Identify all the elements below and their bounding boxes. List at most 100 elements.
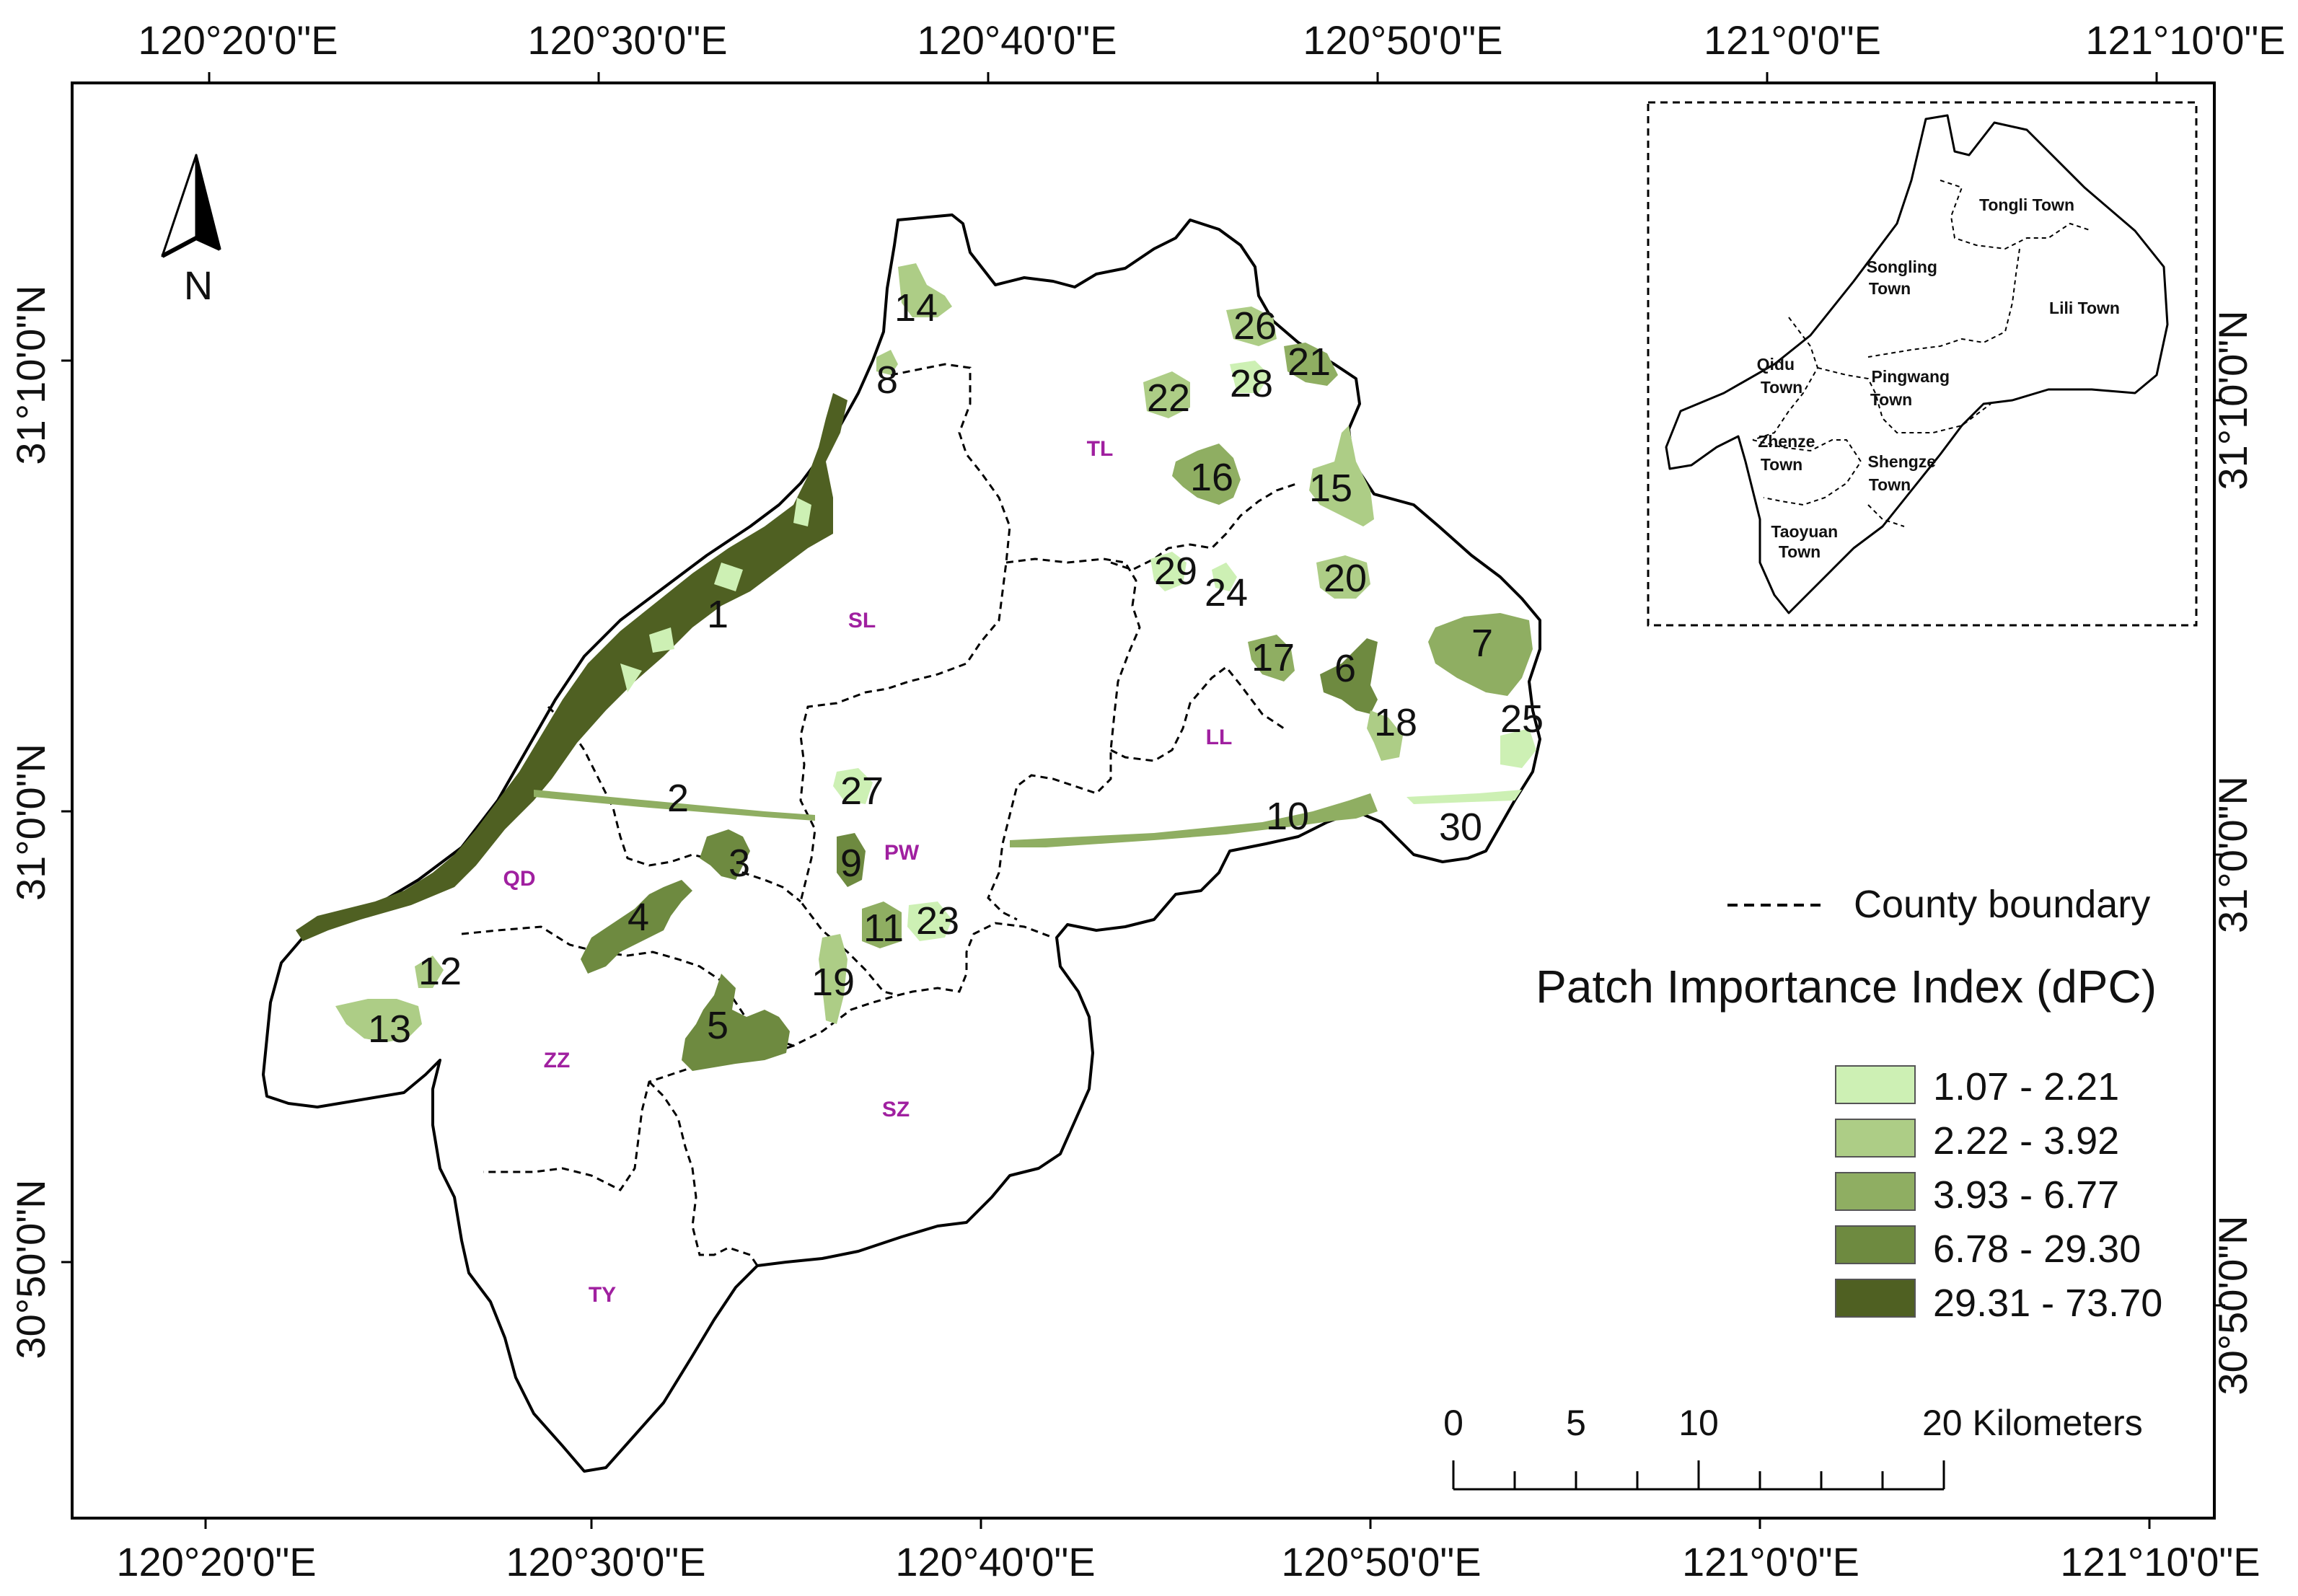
patch-number: 19 [811, 961, 855, 1004]
patch-3 [700, 829, 750, 880]
town-abbr-sl: SL [848, 609, 876, 632]
legend-label-class4: 6.78 - 29.30 [1933, 1227, 2141, 1271]
patch-8 [876, 350, 898, 375]
right-tick-label: 31°10'0"N [2210, 310, 2255, 490]
inset-town-pingwang-line1: Pingwang [1871, 367, 1950, 386]
patch-number: 16 [1190, 456, 1233, 499]
patch-23 [907, 901, 952, 941]
patch-number: 20 [1324, 557, 1367, 600]
patch-number: 2 [667, 777, 689, 820]
inset-town-zhenze: Zhenze Town [1758, 432, 1820, 474]
patch-number: 29 [1154, 550, 1197, 593]
bottom-tick-label: 120°50'0"E [1281, 1539, 1481, 1584]
patch-17 [1248, 635, 1295, 682]
left-tick-label: 31°10'0"N [8, 285, 53, 464]
patch-number: 12 [418, 950, 462, 993]
bottom-tick-label: 121°0'0"E [1682, 1539, 1859, 1584]
patch-number: 15 [1309, 467, 1352, 510]
patch-number: 24 [1205, 571, 1248, 614]
patch-number: 18 [1374, 701, 1417, 744]
scale-label-10: 10 [1678, 1403, 1719, 1443]
left-tick-label: 30°50'0"N [8, 1179, 53, 1359]
town-abbr-pw: PW [884, 841, 920, 865]
patch-number: 21 [1287, 340, 1331, 384]
patch-21 [1284, 343, 1338, 386]
scale-bar: 0 5 10 20 Kilometers [1443, 1403, 2143, 1491]
patch-16 [1172, 444, 1241, 505]
legend-label-class2: 2.22 - 3.92 [1933, 1119, 2119, 1163]
inset-town-qidu-line2: Town [1761, 378, 1802, 397]
patch-number: 7 [1471, 622, 1493, 665]
patch-number: 27 [840, 770, 884, 813]
left-latitude-ticks: 31°10'0"N 31°0'0"N 30°50'0"N [8, 285, 72, 1359]
legend-swatch-class4 [1835, 1225, 1916, 1264]
legend-swatch-class1 [1835, 1065, 1916, 1104]
patch-number: 26 [1233, 304, 1277, 348]
patch-number: 11 [863, 907, 904, 950]
patch-9 [837, 833, 866, 887]
legend: County boundary Patch Importance Index (… [1536, 883, 2162, 1325]
patch-number: 9 [840, 842, 862, 885]
patch-number: 3 [728, 842, 750, 885]
north-label: N [184, 263, 213, 308]
town-abbreviations: TL SL LL PW QD ZZ SZ TY [503, 437, 1233, 1307]
inset-town-taoyuan: Taoyuan Town [1771, 522, 1842, 561]
town-abbr-ll: LL [1206, 726, 1233, 749]
inset-map: Tongli Town Songling Town Lili Town Qidu… [1647, 101, 2198, 627]
patch-10 [1010, 793, 1378, 847]
legend-label-class5: 29.31 - 73.70 [1933, 1282, 2162, 1325]
town-abbr-sz: SZ [882, 1098, 910, 1121]
town-abbr-qd: QD [503, 867, 536, 891]
bottom-longitude-ticks: 120°20'0"E 120°30'0"E 120°40'0"E 120°50'… [116, 1518, 2260, 1584]
right-tick-label: 30°50'0"N [2210, 1215, 2255, 1395]
right-tick-label: 31°0'0"N [2210, 776, 2255, 933]
top-tick-label: 120°40'0"E [917, 17, 1117, 63]
top-longitude-ticks: 120°20'0"E 120°30'0"E 120°40'0"E 120°50'… [138, 17, 2286, 83]
patch-28 [1230, 361, 1269, 393]
inset-town-pingwang-line2: Town [1870, 390, 1912, 409]
top-tick-label: 121°0'0"E [1704, 17, 1881, 63]
bottom-tick-label: 121°10'0"E [2060, 1539, 2260, 1584]
patch-number: 5 [707, 1004, 728, 1047]
top-tick-label: 120°30'0"E [527, 17, 727, 63]
patch-number: 13 [368, 1008, 411, 1051]
patch-27 [833, 768, 873, 804]
county-boundary-label: County boundary [1854, 883, 2150, 926]
town-abbr-zz: ZZ [544, 1049, 571, 1072]
patch-30 [1406, 790, 1522, 804]
patch-25 [1500, 728, 1536, 768]
town-abbr-tl: TL [1087, 437, 1114, 461]
bottom-tick-label: 120°20'0"E [116, 1539, 316, 1584]
patch-13 [335, 999, 422, 1042]
town-boundaries [461, 363, 1299, 1266]
patch-29 [1150, 552, 1187, 591]
scale-label-20-km: 20 Kilometers [1922, 1403, 2143, 1443]
patch-11 [862, 901, 902, 948]
patch-14 [898, 263, 952, 317]
town-abbr-ty: TY [589, 1283, 616, 1307]
patch-6 [1320, 638, 1378, 714]
patch-number: 1 [707, 593, 728, 636]
inset-town-taoyuan-line1: Taoyuan [1771, 522, 1838, 541]
patch-number-labels: 1 2 3 4 5 6 7 8 9 10 11 12 13 14 15 16 1… [368, 286, 1544, 1051]
legend-title: Patch Importance Index (dPC) [1536, 961, 2157, 1013]
patch-number: 10 [1266, 795, 1309, 838]
inset-frame [1647, 101, 2198, 627]
patch-2 [534, 790, 815, 821]
bottom-tick-label: 120°30'0"E [506, 1539, 705, 1584]
patch-15 [1309, 426, 1374, 526]
inset-county-outline [1665, 114, 2169, 614]
patch-18 [1367, 710, 1403, 761]
scale-label-0: 0 [1443, 1403, 1463, 1443]
patch-19 [819, 934, 848, 1024]
patch-26 [1226, 307, 1277, 346]
patch-24 [1212, 563, 1237, 591]
scale-label-5: 5 [1566, 1403, 1586, 1443]
patch-5 [682, 974, 790, 1071]
north-arrow-icon: N [161, 154, 221, 308]
bottom-tick-label: 120°40'0"E [895, 1539, 1095, 1584]
inset-town-lili: Lili Town [2049, 299, 2120, 317]
patch-number: 28 [1230, 362, 1273, 405]
left-tick-label: 31°0'0"N [8, 744, 53, 901]
patch-number: 17 [1251, 636, 1295, 679]
